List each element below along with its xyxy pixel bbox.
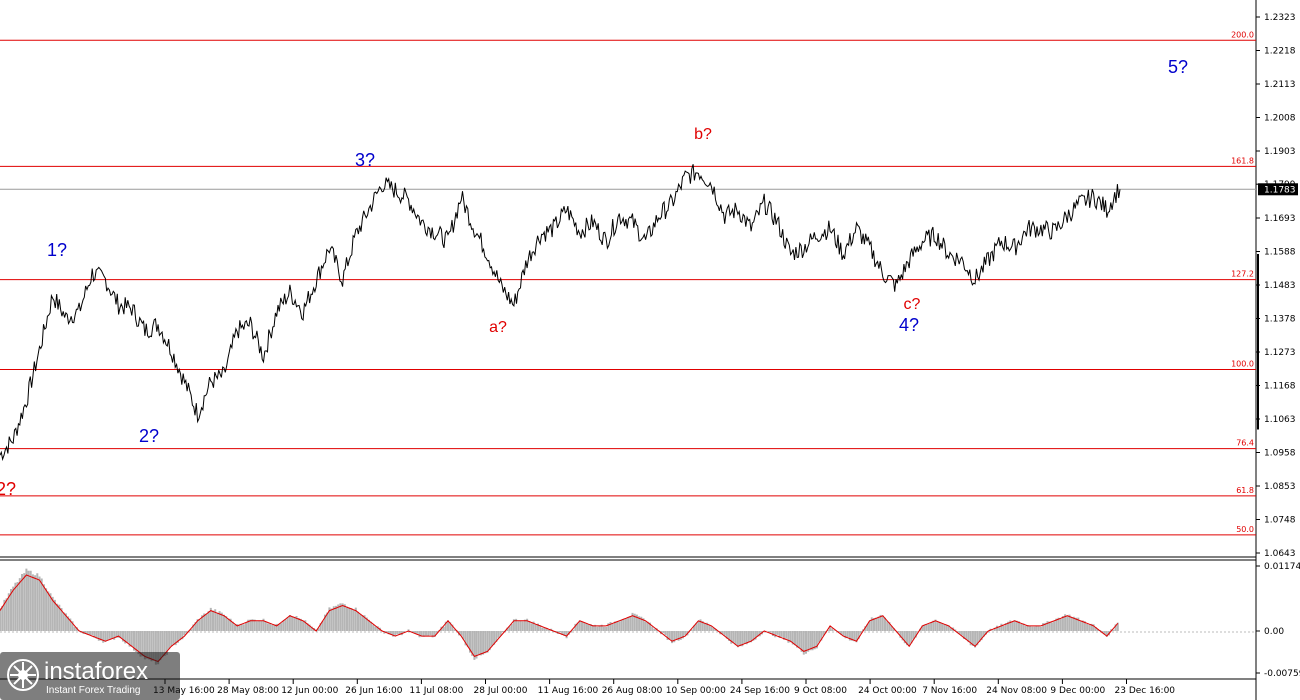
time-tick-label: 23 Dec 16:00 bbox=[1115, 686, 1176, 696]
time-tick-label: 24 Sep 16:00 bbox=[730, 686, 790, 696]
wave-label: 4? bbox=[899, 315, 919, 335]
price-tick-label: 1.0853 bbox=[1264, 482, 1296, 492]
oscillator-histogram bbox=[0, 568, 1119, 665]
wave-label: 3? bbox=[355, 150, 375, 170]
time-tick-label: 26 Jun 16:00 bbox=[345, 686, 402, 696]
oscillator-tick-label: 0.01174 bbox=[1264, 562, 1300, 572]
price-tick-label: 1.1483 bbox=[1264, 281, 1296, 291]
price-tick-label: 1.2113 bbox=[1264, 80, 1296, 90]
time-tick-label: 24 Nov 08:00 bbox=[986, 686, 1047, 696]
fib-level-label: 200.0 bbox=[1231, 30, 1254, 39]
oscillator-tick-label: -0.00759 bbox=[1264, 669, 1300, 679]
brand-name: instaforex bbox=[44, 658, 149, 685]
fib-level-label: 100.0 bbox=[1231, 360, 1254, 369]
fib-level-label: 161.8 bbox=[1231, 156, 1254, 165]
price-tick-label: 1.1273 bbox=[1264, 348, 1296, 358]
fib-level-label: 127.2 bbox=[1231, 270, 1254, 279]
oscillator-series bbox=[0, 568, 1119, 665]
wave-label: 2? bbox=[0, 479, 16, 499]
fib-level-label: 61.8 bbox=[1236, 486, 1254, 495]
price-series bbox=[0, 164, 1259, 462]
price-tick-label: 1.2218 bbox=[1264, 47, 1296, 57]
oscillator-axis-ticks: 0.01174 0.00 -0.00759 bbox=[1256, 562, 1300, 679]
price-tick-label: 1.0958 bbox=[1264, 449, 1296, 459]
current-price-label: 1.1783 bbox=[1264, 185, 1296, 195]
time-tick-label: 9 Oct 08:00 bbox=[794, 686, 847, 696]
instaforex-logo: instaforex Instant Forex Trading bbox=[0, 652, 180, 700]
wave-label: a? bbox=[489, 319, 507, 336]
time-tick-label: 28 May 08:00 bbox=[217, 686, 279, 696]
time-tick-label: 24 Oct 00:00 bbox=[858, 686, 917, 696]
price-tick-label: 1.1168 bbox=[1264, 382, 1296, 392]
time-tick-label: 13 May 16:00 bbox=[153, 686, 215, 696]
time-tick-label: 28 Jul 00:00 bbox=[474, 686, 528, 696]
oscillator-signal-line bbox=[0, 574, 1119, 663]
price-tick-label: 1.0748 bbox=[1264, 516, 1296, 526]
oscillator-tick-label: 0.00 bbox=[1264, 627, 1284, 637]
time-tick-label: 12 Jun 00:00 bbox=[281, 686, 338, 696]
instaforex-logo-icon bbox=[7, 659, 39, 691]
price-tick-label: 1.0643 bbox=[1264, 549, 1296, 559]
fib-levels: 200.0 161.8 127.2 100.0 76.4 61.8 50.0 bbox=[0, 30, 1256, 536]
time-tick-label: 7 Nov 16:00 bbox=[922, 686, 977, 696]
time-tick-label: 26 Aug 08:00 bbox=[602, 686, 663, 696]
main-plot-area bbox=[0, 0, 1256, 557]
price-tick-label: 1.1903 bbox=[1264, 147, 1296, 157]
time-tick-label: 10 Sep 00:00 bbox=[666, 686, 726, 696]
price-line bbox=[0, 164, 1121, 462]
time-tick-label: 9 Dec 00:00 bbox=[1050, 686, 1105, 696]
brand-tagline: Instant Forex Trading bbox=[46, 685, 141, 696]
price-tick-label: 1.2323 bbox=[1264, 13, 1296, 23]
price-tick-label: 1.1693 bbox=[1264, 214, 1296, 224]
wave-label: 5? bbox=[1168, 57, 1188, 77]
price-tick-label: 1.1588 bbox=[1264, 248, 1296, 258]
time-tick-label: 11 Jul 08:00 bbox=[409, 686, 463, 696]
wave-label: b? bbox=[694, 126, 712, 143]
current-price-tag-bg bbox=[1258, 183, 1298, 196]
wave-label: 2? bbox=[139, 426, 159, 446]
fib-level-label: 50.0 bbox=[1236, 525, 1254, 534]
wave-label: 1? bbox=[47, 240, 67, 260]
price-tick-label: 1.1378 bbox=[1264, 315, 1296, 325]
price-tick-label: 1.1063 bbox=[1264, 415, 1296, 425]
time-tick-label: 11 Aug 16:00 bbox=[538, 686, 599, 696]
wave-labels: 2? 1? 2? 3? a? b? c? 4? 5? bbox=[0, 57, 1188, 499]
price-axis-ticks: 1.23231.22181.21131.20081.19031.17991.16… bbox=[1256, 13, 1296, 559]
time-axis-ticks: 13 May 16:00 28 May 08:00 12 Jun 00:00 26 J… bbox=[153, 679, 1175, 696]
current-price-tag: 1.1783 bbox=[1258, 183, 1298, 196]
wave-label: c? bbox=[904, 296, 921, 313]
fib-level-label: 76.4 bbox=[1236, 439, 1254, 448]
price-tick-label: 1.2008 bbox=[1264, 114, 1296, 124]
